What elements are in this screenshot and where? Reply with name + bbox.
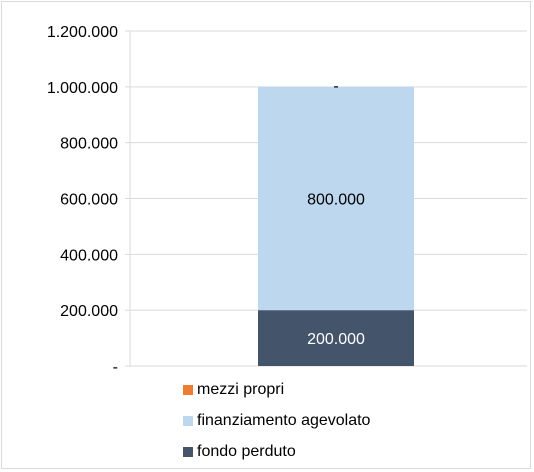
legend-item-mezzi-propri: mezzi propri xyxy=(183,374,370,405)
bar-finanziamento-agevolato xyxy=(258,86,414,311)
legend-label-finanziamento-agevolato: finanziamento agevolato xyxy=(197,411,371,429)
legend: mezzi propri finanziamento agevolato fondo… xyxy=(183,374,370,467)
legend-swatch-finanziamento-agevolato xyxy=(183,415,193,426)
data-label-finanziamento-agevolato: 800.000 xyxy=(307,192,365,209)
bar-fondo-perduto xyxy=(258,310,414,366)
data-label-mezzi-propri: - xyxy=(333,78,338,95)
y-tick-label-4: 800.000 xyxy=(60,136,118,153)
stacked-bar-chart: - 200.000 400.000 600.000 800.000 1.000.000 1.… xyxy=(47,24,527,374)
y-tick-label-6: 1.200.000 xyxy=(47,24,118,41)
legend-swatch-mezzi-propri xyxy=(183,384,193,395)
legend-item-finanziamento-agevolato: finanziamento agevolato xyxy=(183,405,370,436)
legend-label-mezzi-propri: mezzi propri xyxy=(197,380,285,398)
data-label-fondo-perduto: 200.000 xyxy=(307,331,365,348)
y-tick-label-5: 1.000.000 xyxy=(47,80,118,97)
y-tick-label-1: 200.000 xyxy=(60,303,118,320)
y-tick-label-0: - xyxy=(113,359,118,374)
y-tick-label-3: 600.000 xyxy=(60,192,118,209)
legend-swatch-fondo-perduto xyxy=(183,446,193,457)
y-tick-label-2: 400.000 xyxy=(60,247,118,264)
legend-label-fondo-perduto: fondo perduto xyxy=(197,442,296,460)
legend-item-fondo-perduto: fondo perduto xyxy=(183,436,370,467)
